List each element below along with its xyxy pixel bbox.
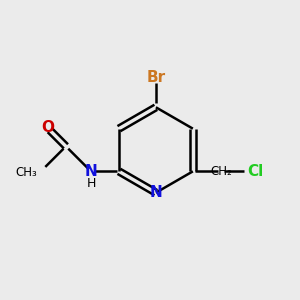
Text: O: O [42, 120, 55, 135]
Text: N: N [149, 185, 162, 200]
Text: CH₂: CH₂ [210, 165, 232, 178]
Text: N: N [85, 164, 97, 179]
Text: H: H [86, 177, 96, 190]
Text: Cl: Cl [247, 164, 264, 179]
Text: CH₃: CH₃ [16, 166, 38, 179]
Text: Br: Br [146, 70, 166, 86]
